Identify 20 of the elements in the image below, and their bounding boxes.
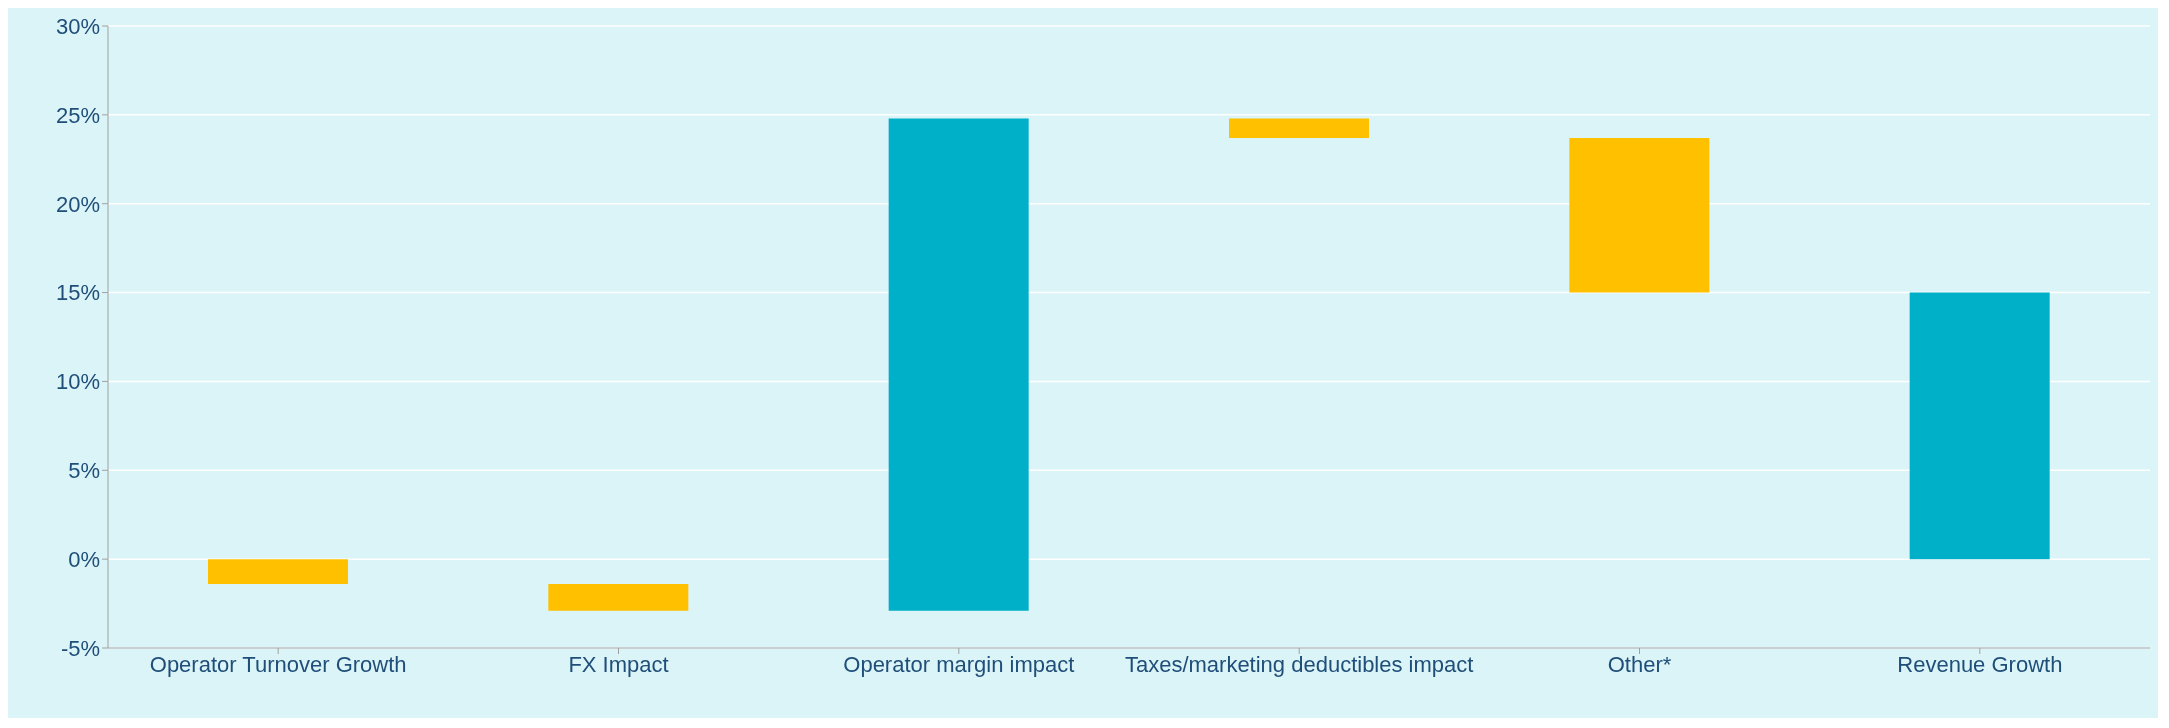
y-tick-label: 15% — [55, 280, 100, 306]
x-tick-label: FX Impact — [568, 651, 669, 677]
bar — [548, 584, 689, 611]
y-tick-label: 20% — [55, 191, 100, 217]
bar — [208, 559, 348, 585]
y-tick-label: -5% — [60, 635, 100, 661]
bar — [1569, 137, 1710, 293]
y-tick-label: 30% — [55, 13, 100, 39]
bar — [1229, 118, 1369, 138]
x-tick-label: Other* — [1607, 651, 1672, 677]
y-tick-label: 0% — [68, 546, 100, 572]
x-tick-label: Taxes/marketing deductibles impact — [1124, 651, 1474, 677]
bar — [888, 118, 1029, 611]
y-tick-label: 25% — [55, 102, 100, 128]
y-tick-label: 5% — [68, 458, 100, 484]
y-tick-label: 10% — [55, 369, 100, 395]
x-tick-label: Revenue Growth — [1897, 651, 2063, 677]
bar — [1909, 292, 2050, 560]
x-tick-label: Operator margin impact — [843, 651, 1075, 677]
x-tick-label: Operator Turnover Growth — [149, 651, 407, 677]
